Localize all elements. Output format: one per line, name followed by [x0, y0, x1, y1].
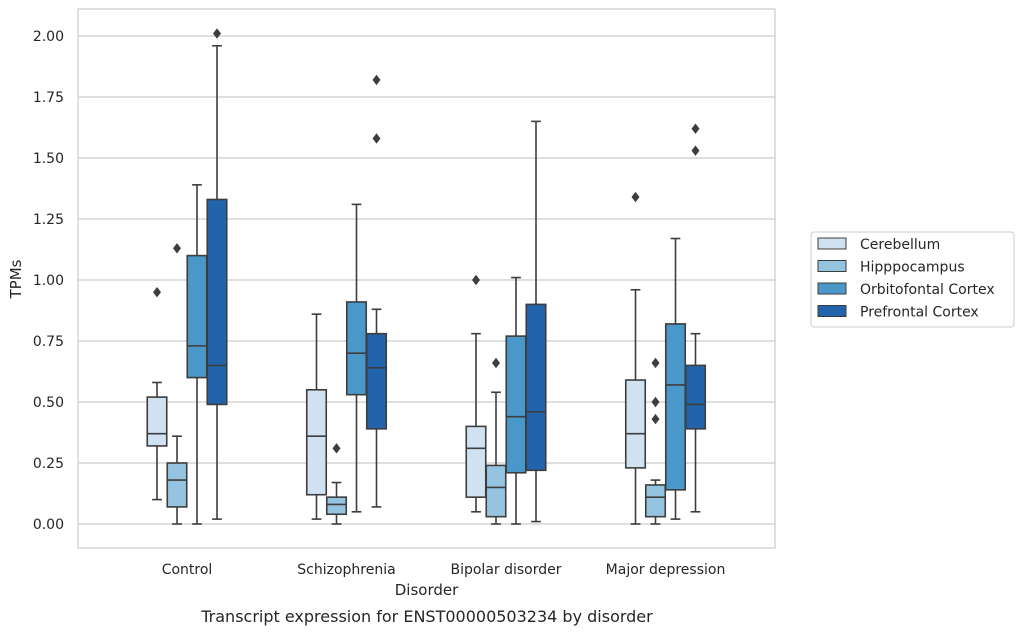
legend-label: Hipppocampus	[860, 260, 965, 276]
outlier-point	[651, 396, 660, 408]
box	[325, 496, 348, 516]
box	[465, 425, 487, 498]
box-group	[684, 123, 707, 513]
y-tick-label: 1.25	[33, 212, 64, 228]
box-group	[325, 443, 348, 525]
y-tick-label: 1.50	[33, 151, 64, 167]
y-tick-label: 0.50	[33, 395, 64, 411]
box-group	[624, 191, 647, 525]
box-group	[644, 357, 667, 525]
box	[624, 379, 647, 469]
outlier-point	[691, 123, 700, 134]
box	[305, 388, 328, 496]
x-tick-label: Major depression	[606, 562, 726, 578]
legend-swatch	[817, 260, 847, 272]
legend-label: Orbitofontal Cortex	[860, 282, 995, 298]
box	[186, 254, 208, 379]
outlier-point	[372, 133, 381, 144]
outlier-point	[651, 357, 660, 369]
box-group	[485, 357, 507, 525]
outlier-point	[372, 74, 381, 86]
x-axis-label: Disorder	[395, 581, 459, 599]
box	[664, 323, 687, 491]
box	[505, 335, 527, 474]
legend-swatch	[817, 282, 847, 295]
outlier-point	[472, 274, 480, 286]
legend-label: Cerebellum	[860, 237, 940, 253]
box	[684, 364, 707, 430]
outlier-point	[153, 287, 161, 298]
legend: Cerebellum Hipppocampus Orbitofontal Corte…	[810, 231, 1015, 328]
x-tick-label: Control	[162, 562, 213, 578]
x-tick-label: Bipolar disorder	[450, 562, 561, 578]
legend-swatch	[817, 305, 847, 317]
legend-label: Prefrontal Cortex	[860, 305, 979, 321]
box	[485, 464, 507, 518]
box	[345, 301, 368, 396]
outlier-point	[213, 28, 221, 39]
box	[525, 303, 547, 472]
y-tick-label: 2.00	[33, 29, 64, 45]
box-group	[345, 203, 368, 513]
outlier-point	[173, 243, 181, 254]
box-group	[365, 74, 388, 508]
box-group	[305, 313, 328, 520]
x-tick-label: Schizophrenia	[297, 562, 395, 578]
y-tick-label: 0.75	[33, 334, 64, 350]
y-tick-label: 1.00	[33, 273, 64, 289]
box	[166, 462, 188, 508]
box	[365, 332, 388, 430]
box-group	[206, 28, 228, 520]
y-tick-label: 0.00	[33, 517, 64, 533]
outlier-point	[651, 413, 660, 425]
legend-frame	[810, 231, 1015, 328]
box-group	[465, 274, 487, 513]
box	[206, 198, 228, 406]
box	[644, 484, 667, 518]
box	[146, 396, 168, 447]
y-axis-label: TPMs	[7, 259, 25, 299]
chart-caption: Transcript expression for ENST0000050323…	[200, 607, 653, 626]
box-group	[525, 120, 547, 523]
y-tick-label: 0.25	[33, 456, 64, 472]
legend-swatch	[817, 237, 847, 250]
outlier-point	[492, 357, 500, 369]
y-tick-labels: 0.00 0.25 0.50 0.75 1.00 1.25 1.50 1.75 2.00	[33, 29, 64, 533]
outlier-point	[631, 191, 640, 203]
box-group	[186, 184, 208, 525]
x-tick-labels: Control Schizophrenia Bipolar disorder Majo…	[162, 562, 726, 578]
outlier-point	[332, 443, 341, 454]
box-group	[166, 243, 188, 525]
plot-frame	[77, 8, 776, 549]
outlier-point	[691, 145, 700, 156]
box-group	[146, 287, 168, 501]
box-groups	[146, 28, 707, 525]
y-tick-label: 1.75	[33, 90, 64, 106]
